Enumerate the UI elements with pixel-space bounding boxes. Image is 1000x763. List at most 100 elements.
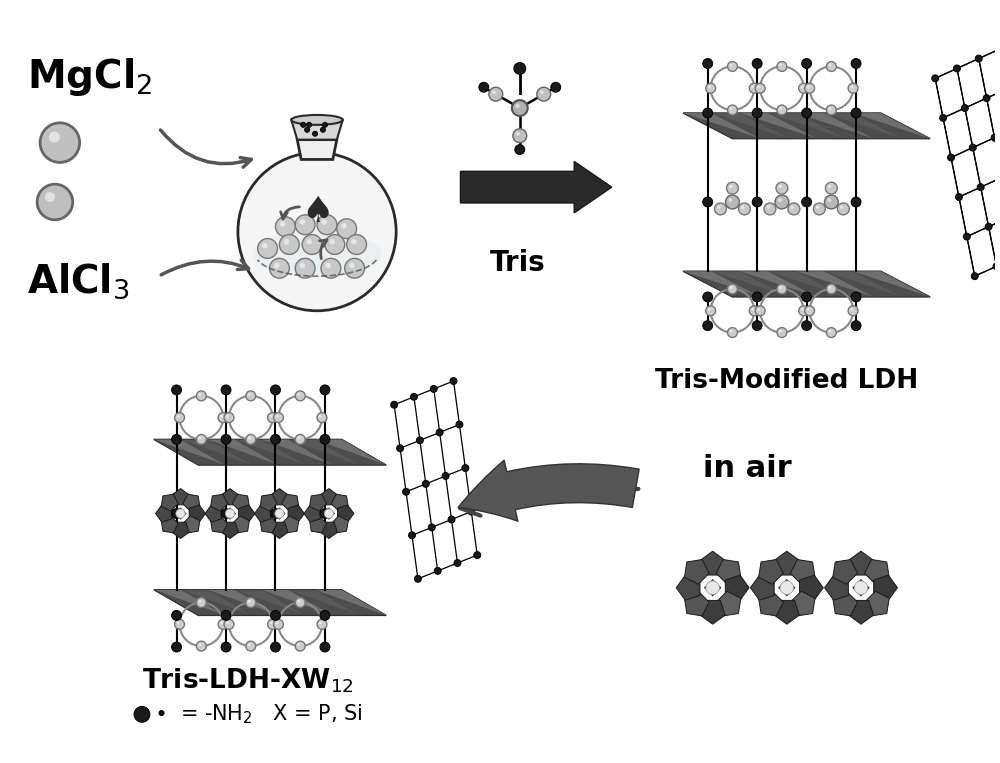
Circle shape — [448, 516, 455, 523]
Polygon shape — [853, 113, 930, 139]
Polygon shape — [239, 505, 255, 522]
Circle shape — [295, 391, 305, 401]
Circle shape — [270, 259, 289, 278]
Circle shape — [802, 59, 812, 69]
Circle shape — [403, 488, 409, 495]
Polygon shape — [310, 516, 327, 533]
Circle shape — [450, 378, 457, 385]
Circle shape — [492, 90, 496, 94]
Circle shape — [755, 83, 765, 93]
Polygon shape — [230, 513, 236, 519]
Circle shape — [320, 127, 325, 132]
Circle shape — [324, 509, 334, 518]
FancyArrowPatch shape — [320, 240, 327, 259]
Circle shape — [279, 234, 299, 254]
Circle shape — [703, 108, 713, 118]
Polygon shape — [796, 113, 874, 139]
Polygon shape — [261, 590, 333, 616]
Circle shape — [829, 108, 831, 110]
Circle shape — [825, 182, 837, 194]
Polygon shape — [221, 488, 239, 505]
Polygon shape — [779, 588, 787, 596]
Circle shape — [708, 85, 711, 89]
Polygon shape — [684, 559, 709, 584]
Circle shape — [824, 195, 838, 209]
Polygon shape — [234, 590, 306, 616]
Polygon shape — [224, 508, 230, 513]
Circle shape — [321, 259, 341, 278]
Circle shape — [322, 122, 327, 127]
Polygon shape — [711, 113, 789, 139]
Circle shape — [268, 413, 277, 423]
Polygon shape — [825, 575, 848, 600]
Circle shape — [851, 59, 861, 69]
Circle shape — [826, 62, 836, 72]
Circle shape — [307, 122, 312, 127]
Circle shape — [730, 330, 732, 333]
Circle shape — [199, 393, 201, 396]
Circle shape — [221, 434, 231, 444]
Polygon shape — [853, 588, 861, 596]
Circle shape — [708, 308, 711, 311]
Polygon shape — [234, 590, 306, 616]
FancyArrowPatch shape — [458, 460, 639, 521]
Circle shape — [799, 306, 809, 316]
Circle shape — [196, 391, 206, 401]
Circle shape — [175, 413, 184, 423]
Circle shape — [176, 509, 185, 518]
Circle shape — [276, 415, 278, 417]
Polygon shape — [172, 488, 189, 505]
Polygon shape — [683, 271, 761, 297]
Circle shape — [515, 104, 520, 108]
Circle shape — [730, 63, 732, 66]
Circle shape — [997, 45, 1000, 52]
Circle shape — [172, 434, 182, 444]
Circle shape — [703, 292, 713, 302]
Circle shape — [801, 85, 804, 89]
Text: MgCl$_2$: MgCl$_2$ — [27, 56, 153, 98]
Circle shape — [271, 434, 280, 444]
Circle shape — [268, 620, 277, 629]
Circle shape — [317, 620, 327, 629]
Circle shape — [410, 394, 417, 401]
Circle shape — [848, 306, 858, 316]
Polygon shape — [234, 439, 306, 465]
Circle shape — [828, 185, 831, 188]
Circle shape — [313, 131, 318, 137]
Polygon shape — [315, 590, 386, 616]
Circle shape — [220, 415, 223, 417]
Polygon shape — [739, 113, 817, 139]
Polygon shape — [315, 439, 386, 465]
Circle shape — [977, 184, 984, 191]
Polygon shape — [232, 494, 249, 511]
Polygon shape — [861, 588, 869, 596]
Circle shape — [397, 445, 404, 452]
Circle shape — [221, 385, 231, 395]
Circle shape — [196, 597, 206, 607]
Polygon shape — [232, 516, 249, 533]
Polygon shape — [329, 513, 335, 519]
Circle shape — [778, 198, 782, 202]
Polygon shape — [161, 494, 178, 511]
Circle shape — [932, 75, 939, 82]
Circle shape — [258, 239, 277, 259]
Circle shape — [791, 205, 794, 209]
Polygon shape — [739, 271, 817, 297]
Circle shape — [706, 83, 716, 93]
Circle shape — [779, 185, 782, 188]
Text: ♠: ♠ — [301, 195, 333, 229]
Circle shape — [351, 239, 357, 244]
Polygon shape — [768, 113, 845, 139]
Polygon shape — [853, 113, 930, 139]
Circle shape — [807, 85, 810, 89]
Circle shape — [751, 308, 754, 311]
Circle shape — [727, 62, 737, 72]
FancyArrowPatch shape — [161, 260, 249, 275]
FancyArrowPatch shape — [460, 489, 638, 516]
Polygon shape — [260, 516, 277, 533]
Circle shape — [248, 600, 251, 603]
Circle shape — [767, 205, 770, 209]
Polygon shape — [175, 513, 181, 519]
Polygon shape — [288, 590, 359, 616]
Polygon shape — [288, 439, 359, 465]
